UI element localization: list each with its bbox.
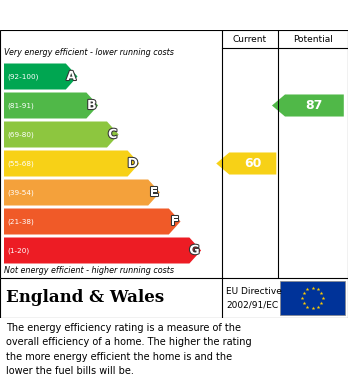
Text: Energy Efficiency Rating: Energy Efficiency Rating: [7, 7, 217, 23]
Text: Current: Current: [233, 34, 267, 43]
Text: Not energy efficient - higher running costs: Not energy efficient - higher running co…: [4, 266, 174, 275]
Text: England & Wales: England & Wales: [6, 289, 164, 307]
Text: D: D: [128, 157, 138, 170]
Text: C: C: [108, 128, 117, 141]
Text: (21-38): (21-38): [7, 218, 34, 225]
Text: 87: 87: [306, 99, 323, 112]
Bar: [280, 281, 345, 315]
Text: Potential: Potential: [293, 34, 333, 43]
Polygon shape: [4, 151, 139, 176]
Polygon shape: [216, 152, 276, 174]
Text: G: G: [189, 244, 200, 257]
Text: E: E: [150, 186, 158, 199]
Polygon shape: [4, 93, 98, 118]
Text: (39-54): (39-54): [7, 189, 34, 196]
Text: (81-91): (81-91): [7, 102, 34, 109]
Polygon shape: [4, 237, 201, 264]
Text: F: F: [171, 215, 179, 228]
Text: 2002/91/EC: 2002/91/EC: [226, 301, 278, 310]
Text: A: A: [66, 70, 76, 83]
Text: 60: 60: [244, 157, 261, 170]
Text: EU Directive: EU Directive: [226, 287, 282, 296]
Text: B: B: [87, 99, 97, 112]
Polygon shape: [272, 95, 344, 117]
Text: (55-68): (55-68): [7, 160, 34, 167]
Polygon shape: [4, 63, 78, 90]
Text: (92-100): (92-100): [7, 73, 38, 80]
Polygon shape: [4, 208, 181, 235]
Text: Very energy efficient - lower running costs: Very energy efficient - lower running co…: [4, 48, 174, 57]
Text: (69-80): (69-80): [7, 131, 34, 138]
Text: (1-20): (1-20): [7, 247, 29, 254]
Polygon shape: [4, 122, 119, 147]
Text: The energy efficiency rating is a measure of the
overall efficiency of a home. T: The energy efficiency rating is a measur…: [6, 323, 252, 376]
Polygon shape: [4, 179, 160, 206]
